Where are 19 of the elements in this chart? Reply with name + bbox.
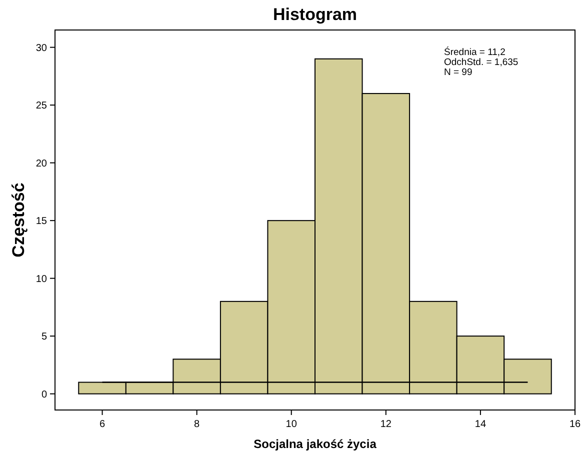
x-tick-label: 16 bbox=[569, 419, 581, 430]
annotation: Średnia = 11,2 bbox=[444, 46, 506, 58]
annotation: OdchStd. = 1,635 bbox=[444, 57, 518, 68]
y-axis-title: Częstość bbox=[9, 182, 28, 258]
x-tick-label: 8 bbox=[194, 419, 200, 430]
x-tick-label: 14 bbox=[474, 419, 486, 430]
y-tick-label: 10 bbox=[36, 274, 48, 285]
x-tick-label: 12 bbox=[380, 419, 392, 430]
chart-title: Histogram bbox=[272, 5, 358, 24]
y-tick-label: 15 bbox=[36, 216, 48, 228]
x-tick-label: 6 bbox=[99, 419, 106, 430]
y-tick-label: 20 bbox=[36, 158, 48, 170]
y-tick-label: 0 bbox=[41, 389, 48, 400]
annotation: N = 99 bbox=[444, 67, 472, 78]
y-tick-label: 25 bbox=[36, 100, 48, 112]
y-tick-label: 30 bbox=[36, 42, 48, 54]
y-tick-label: 5 bbox=[41, 332, 48, 343]
x-axis-title: Socjalna jakość życia bbox=[254, 437, 377, 451]
x-tick-label: 10 bbox=[286, 419, 298, 430]
